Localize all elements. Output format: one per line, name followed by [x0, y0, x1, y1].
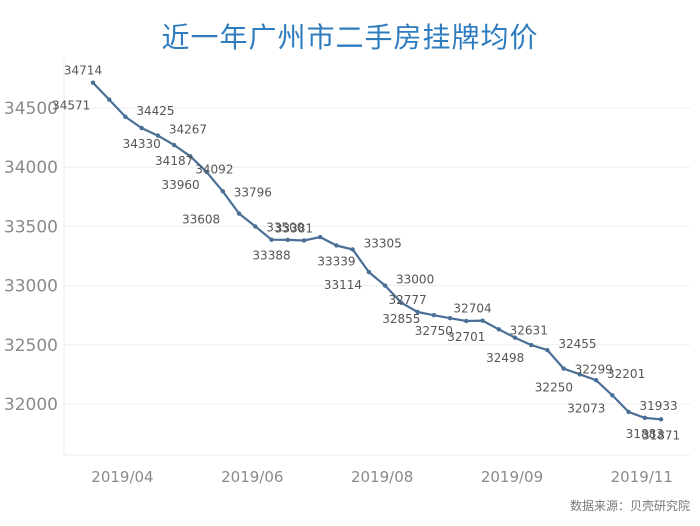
x-tick-label: 2019/06	[221, 468, 283, 486]
data-label: 33305	[364, 236, 402, 250]
data-point	[155, 133, 161, 138]
data-point	[236, 211, 242, 216]
chart-title: 近一年广州市二手房挂牌均价	[161, 21, 539, 54]
data-point	[577, 372, 583, 377]
data-point	[399, 300, 404, 305]
data-point	[334, 243, 339, 248]
data-label: 34092	[195, 162, 233, 176]
data-point	[269, 237, 274, 242]
gridlines	[63, 60, 690, 456]
data-point	[496, 327, 501, 332]
data-point	[431, 313, 437, 318]
data-point	[350, 247, 355, 252]
price-line	[92, 81, 662, 421]
data-label: 32201	[607, 367, 645, 381]
data-label: 34571	[52, 99, 90, 113]
data-point	[658, 417, 664, 422]
data-label: 34714	[64, 64, 102, 78]
data-point	[593, 378, 599, 383]
data-point	[561, 366, 566, 371]
data-label: 34187	[155, 154, 193, 168]
data-label: 33796	[234, 185, 272, 199]
data-point	[123, 114, 128, 120]
data-label: 33608	[182, 213, 220, 227]
data-label: 33339	[317, 254, 355, 268]
y-axis-ticks: 32000 32500 33000 33500 34000 34500	[4, 99, 58, 415]
data-label: 32750	[415, 324, 453, 338]
data-label: 31883	[626, 427, 664, 441]
x-axis-ticks: 2019/04 2019/06 2019/08 2019/09 2019/11	[91, 468, 673, 486]
y-tick-label: 33000	[4, 277, 58, 297]
y-tick-label: 32500	[4, 336, 58, 356]
data-point	[90, 80, 96, 85]
data-point	[301, 238, 307, 243]
data-label: 32498	[486, 351, 524, 365]
data-point	[610, 393, 615, 398]
data-label: 32631	[510, 323, 548, 337]
data-label: 33381	[275, 221, 313, 235]
data-point	[139, 125, 144, 131]
data-source: 数据来源：贝壳研究院	[569, 499, 690, 513]
y-tick-label: 33500	[4, 217, 58, 237]
data-label: 33960	[162, 178, 200, 192]
data-point	[171, 142, 177, 148]
data-point	[188, 154, 193, 159]
data-points	[90, 80, 664, 422]
data-point	[382, 283, 388, 288]
x-tick-label: 2019/11	[611, 468, 673, 486]
data-point	[415, 309, 420, 315]
x-tick-label: 2019/08	[351, 468, 413, 486]
data-point	[545, 347, 550, 353]
data-label: 34267	[169, 123, 207, 137]
data-point	[480, 318, 485, 323]
data-point	[204, 169, 209, 175]
data-label: 33500	[266, 220, 304, 234]
data-label: 32701	[447, 330, 485, 344]
data-label: 32455	[558, 337, 596, 351]
data-point	[447, 315, 453, 321]
data-label: 33114	[324, 278, 362, 292]
y-tick-label: 32000	[4, 395, 58, 415]
data-label: 33388	[252, 249, 290, 263]
data-point	[529, 342, 534, 348]
data-label: 34425	[136, 104, 174, 118]
y-tick-label: 34500	[4, 99, 58, 119]
data-point	[107, 97, 112, 102]
data-label: 32777	[389, 293, 427, 307]
data-point	[253, 224, 258, 229]
data-point	[366, 269, 372, 275]
data-label: 32704	[453, 302, 491, 316]
x-tick-label: 2019/04	[91, 468, 153, 486]
y-tick-label: 34000	[4, 158, 58, 178]
data-label: 31871	[642, 428, 680, 442]
data-label: 32250	[535, 380, 573, 394]
data-point	[464, 318, 469, 324]
data-label: 33000	[396, 273, 434, 287]
data-point	[642, 415, 648, 421]
data-point	[318, 234, 323, 240]
data-point	[220, 189, 226, 194]
x-tick-label: 2019/09	[481, 468, 543, 486]
data-point	[512, 335, 518, 340]
data-point	[285, 237, 290, 243]
data-label: 31933	[639, 399, 677, 413]
data-label: 34330	[123, 137, 161, 151]
data-label: 32855	[382, 312, 420, 326]
data-label: 32299	[575, 363, 613, 377]
data-label: 32073	[567, 401, 605, 415]
data-point	[626, 409, 631, 415]
